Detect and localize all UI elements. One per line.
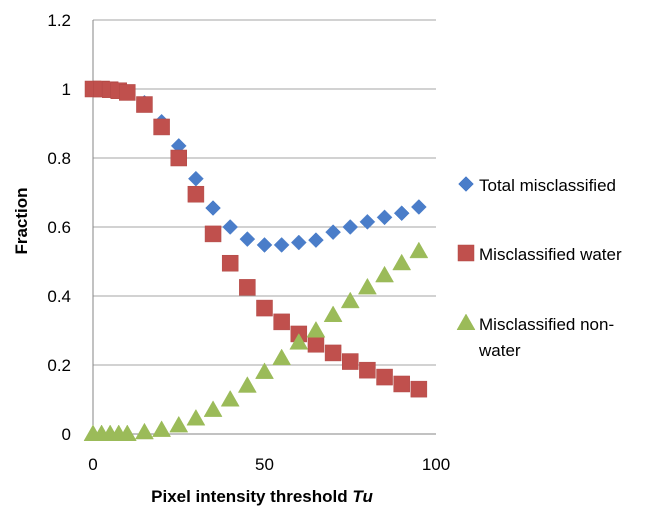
data-point-diamond — [273, 237, 290, 253]
x-axis-title-text: Pixel intensity threshold — [151, 487, 348, 506]
data-point-square — [221, 254, 239, 272]
y-axis-title: Fraction — [12, 187, 31, 254]
data-point-diamond — [410, 199, 427, 215]
y-tick-label: 0.2 — [47, 356, 71, 375]
data-point-triangle — [255, 362, 274, 379]
data-point-square — [342, 353, 359, 370]
data-point-diamond — [239, 231, 256, 247]
data-point-triangle — [289, 333, 309, 350]
data-point-triangle — [323, 305, 343, 322]
data-point-square — [153, 118, 170, 136]
data-point-triangle — [357, 277, 377, 295]
data-point-square — [359, 361, 376, 379]
legend-label: Total misclassified — [479, 176, 616, 195]
data-point-square — [239, 279, 256, 296]
y-tick-label: 1 — [62, 80, 71, 99]
data-point-square — [136, 96, 153, 113]
legend: Total misclassified Misclassified water Mi… — [456, 176, 622, 360]
data-point-square — [307, 336, 325, 353]
series-triangle — [83, 241, 429, 441]
data-point-diamond — [205, 200, 221, 216]
series-square — [84, 80, 428, 398]
data-point-triangle — [375, 265, 394, 283]
data-point-square — [187, 185, 205, 203]
data-point-triangle — [169, 415, 189, 433]
x-axis-title-variable: Tu — [352, 487, 373, 506]
data-point-square — [170, 149, 187, 167]
data-point-triangle — [117, 424, 137, 441]
data-point-square — [410, 380, 428, 398]
legend-marker-diamond — [458, 176, 474, 192]
x-tick-label: 100 — [422, 455, 450, 474]
data-point-diamond — [325, 224, 341, 241]
y-tick-label: 0 — [62, 425, 71, 444]
legend-item: Misclassified water — [457, 244, 622, 264]
data-point-triangle — [135, 422, 154, 440]
x-tick-label: 50 — [255, 455, 274, 474]
data-point-triangle — [340, 291, 360, 309]
data-point-square — [393, 375, 410, 393]
data-point-diamond — [393, 205, 410, 222]
data-point-triangle — [392, 253, 412, 271]
legend-label: Misclassified non- — [479, 315, 614, 334]
legend-marker-square — [457, 244, 475, 262]
data-point-triangle — [152, 420, 172, 437]
data-point-diamond — [308, 232, 324, 248]
data-point-square — [256, 299, 273, 317]
legend-marker-triangle — [456, 313, 476, 330]
data-point-diamond — [290, 234, 307, 251]
legend-label: water — [478, 341, 521, 360]
data-point-triangle — [203, 400, 223, 417]
y-tick-labels: 0 0.2 0.4 0.6 0.8 1 1.2 — [47, 11, 71, 444]
data-point-triangle — [272, 348, 292, 366]
data-point-square — [273, 313, 290, 331]
data-point-square — [119, 84, 136, 101]
data-point-diamond — [376, 209, 393, 226]
y-tick-label: 0.8 — [47, 149, 71, 168]
x-axis-title: Pixel intensity threshold Tu — [151, 487, 373, 506]
y-tick-label: 0.6 — [47, 218, 71, 237]
grid-lines — [93, 19, 436, 366]
data-marks — [83, 80, 429, 441]
data-point-diamond — [359, 213, 376, 230]
data-point-triangle — [237, 376, 257, 393]
data-point-triangle — [186, 408, 206, 426]
x-tick-labels: 0 50 100 — [88, 455, 450, 474]
data-point-triangle — [220, 389, 240, 407]
legend-label: Misclassified water — [479, 245, 622, 264]
data-point-diamond — [342, 219, 359, 235]
data-point-triangle — [409, 241, 429, 259]
y-tick-label: 0.4 — [47, 287, 71, 306]
data-point-diamond — [256, 237, 273, 253]
data-point-diamond — [188, 170, 204, 187]
data-point-diamond — [222, 219, 239, 235]
legend-item: Total misclassified — [458, 176, 616, 195]
y-tick-label: 1.2 — [47, 11, 71, 30]
data-point-square — [204, 225, 222, 243]
data-point-square — [376, 368, 393, 386]
legend-item: Misclassified non-water — [456, 313, 614, 360]
data-point-triangle — [306, 320, 326, 338]
x-tick-label: 0 — [88, 455, 97, 474]
data-point-square — [324, 344, 342, 362]
